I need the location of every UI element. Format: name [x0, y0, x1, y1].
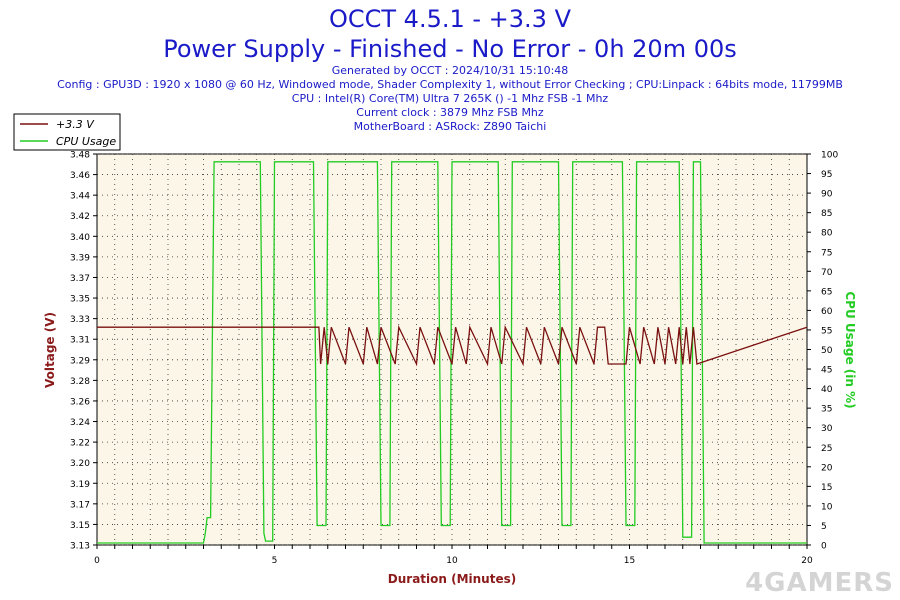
y-left-tick-label: 3.19: [70, 480, 90, 490]
y-left-tick-label: 3.22: [70, 439, 90, 449]
y-axis-label-right: CPU Usage (in %): [843, 291, 857, 408]
y-left-tick-label: 3.42: [70, 212, 90, 222]
y-right-tick-label: 55: [821, 326, 832, 336]
legend-label-voltage: +3.3 V: [56, 118, 95, 131]
y-right-tick-label: 50: [821, 346, 833, 356]
y-right-tick-label: 90: [821, 190, 833, 200]
series-line-cpu-usage: [97, 161, 807, 544]
chart-header: OCCT 4.5.1 - +3.3 V Power Supply - Finis…: [0, 4, 900, 134]
y-right-tick-label: 80: [821, 229, 833, 239]
info-generated: Generated by OCCT : 2024/10/31 15:10:48: [331, 64, 569, 77]
y-right-tick-label: 45: [821, 366, 832, 376]
x-tick-label: 0: [94, 556, 100, 566]
y-right-tick-label: 20: [821, 463, 833, 473]
series-line-voltage: [97, 324, 808, 367]
y-right-tick-label: 25: [821, 444, 832, 454]
y-right-tick-label: 85: [821, 209, 832, 219]
y-left-tick-label: 3.40: [70, 233, 90, 243]
y-left-tick-label: 3.44: [70, 192, 90, 202]
x-tick-label: 5: [272, 556, 278, 566]
y-left-tick-label: 3.20: [70, 459, 90, 469]
y-right-tick-label: 95: [821, 170, 832, 180]
y-right-tick-label: 40: [821, 385, 833, 395]
y-left-tick-label: 3.39: [70, 253, 90, 263]
y-right-tick-label: 5: [821, 522, 827, 532]
y-right-tick-label: 35: [821, 405, 832, 415]
legend: +3.3 V CPU Usage: [13, 113, 121, 151]
y-left-tick-label: 3.35: [70, 295, 90, 305]
y-right-tick-label: 0: [821, 542, 827, 552]
info-motherboard: MotherBoard : ASRock: Z890 Taichi: [353, 120, 547, 133]
legend-label-cpu: CPU Usage: [56, 135, 116, 148]
legend-box: [13, 113, 121, 151]
y-left-tick-label: 3.33: [70, 315, 90, 325]
info-config: Config : GPU3D : 1920 x 1080 @ 60 Hz, Wi…: [57, 78, 843, 91]
x-axis-label: Duration (Minutes): [388, 572, 516, 586]
y-left-tick-label: 3.37: [70, 274, 90, 284]
watermark-logo: 4GAMERS: [745, 568, 894, 598]
y-right-tick-label: 65: [821, 287, 832, 297]
y-left-tick-label: 3.24: [70, 418, 90, 428]
chart-title: OCCT 4.5.1 - +3.3 V: [328, 5, 571, 33]
y-right-tick-label: 60: [821, 307, 833, 317]
y-left-tick-label: 3.46: [70, 171, 90, 181]
y-right-tick-label: 15: [821, 483, 832, 493]
x-tick-label: 10: [446, 556, 458, 566]
y-left-tick-label: 3.31: [70, 336, 90, 346]
y-axis-label-left: Voltage (V): [43, 312, 57, 388]
x-axis: 0 5 10 15 20: [94, 545, 813, 566]
info-cpu: CPU : Intel(R) Core(TM) Ultra 7 265K () …: [291, 92, 609, 105]
left-axis: 3.13 3.15 3.17 3.19 3.20 3.22 3.24 3.26 3.28 3.29…: [70, 151, 97, 552]
info-clock: Current clock : 3879 Mhz FSB Mhz: [356, 106, 544, 119]
right-axis: 0 5 10 15 20 25 30 35 40 45 50 55 60 65 70 75 80 85 90 95 10…: [807, 151, 838, 552]
chart-subtitle: Power Supply - Finished - No Error - 0h …: [163, 35, 737, 63]
y-right-tick-label: 10: [821, 502, 833, 512]
y-left-tick-label: 3.17: [70, 500, 90, 510]
y-right-tick-label: 70: [821, 268, 833, 278]
y-right-tick-label: 75: [821, 248, 832, 258]
y-left-tick-label: 3.15: [70, 521, 90, 531]
y-left-tick-label: 3.29: [70, 356, 90, 366]
y-right-tick-label: 100: [821, 151, 838, 161]
x-tick-label: 15: [624, 556, 635, 566]
x-tick-label: 20: [801, 556, 813, 566]
y-left-tick-label: 3.48: [70, 151, 90, 161]
y-right-tick-label: 30: [821, 424, 833, 434]
y-left-tick-label: 3.13: [70, 542, 90, 552]
y-left-tick-label: 3.28: [70, 377, 90, 387]
y-left-tick-label: 3.26: [70, 397, 90, 407]
